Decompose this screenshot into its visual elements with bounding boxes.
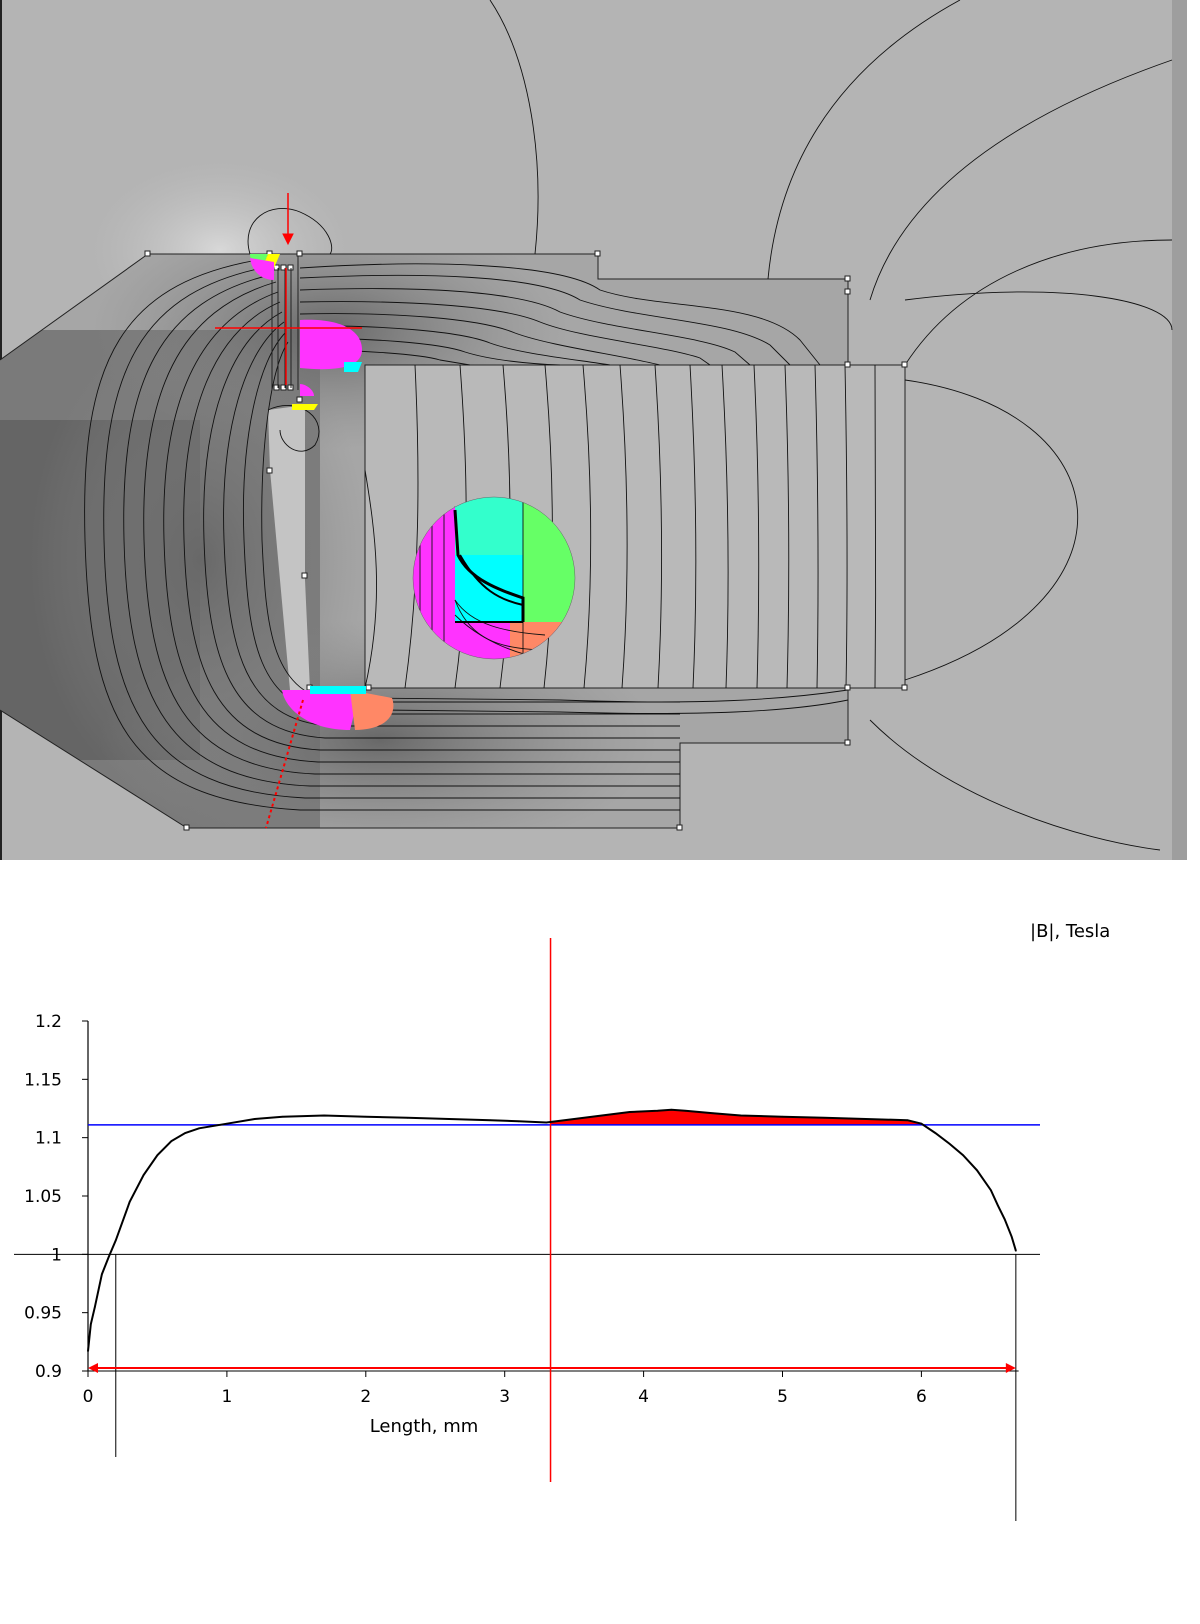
curve-point xyxy=(865,1118,867,1120)
curve-point xyxy=(89,1323,92,1326)
curve-point xyxy=(128,1201,131,1203)
curve-point xyxy=(281,1115,284,1118)
center-pole-outline xyxy=(364,364,906,689)
curve-point xyxy=(142,1174,145,1176)
right-border-gray xyxy=(1172,0,1187,860)
y-tick-label: 1.15 xyxy=(24,1070,62,1090)
curve-point xyxy=(962,1154,964,1156)
y-tick-label: 0.9 xyxy=(35,1362,62,1382)
saturation-regions xyxy=(250,254,394,730)
curve-point xyxy=(1010,1236,1013,1238)
curve-point xyxy=(920,1122,923,1125)
curve-point xyxy=(573,1118,575,1120)
x-tick-label: 3 xyxy=(499,1387,510,1407)
curve-point xyxy=(156,1154,159,1156)
curve-point xyxy=(545,1121,548,1124)
curve-point xyxy=(684,1110,687,1112)
b-field-plot: 0.9 0.95 1 1.05 1.1 1.15 1.2 0 1 2 3 4 5 6 |B|, Tesla… xyxy=(14,921,1110,1521)
curve-point xyxy=(198,1127,200,1130)
x-tick-label: 1 xyxy=(221,1387,232,1407)
curve-point xyxy=(365,1115,367,1118)
curve-point xyxy=(448,1118,450,1120)
y-tick-label: 1.1 xyxy=(35,1129,62,1149)
curve-point xyxy=(740,1114,742,1117)
curve-point xyxy=(823,1117,825,1119)
x-tick-label: 6 xyxy=(916,1387,927,1407)
curve-point xyxy=(996,1204,999,1207)
geometry-outline xyxy=(0,253,849,829)
curve-point xyxy=(490,1119,492,1121)
curve-point xyxy=(1003,1218,1006,1221)
y-tick-label: 0.95 xyxy=(24,1304,62,1324)
curve-point xyxy=(934,1132,937,1134)
b-field-curve xyxy=(87,1108,1017,1352)
notch-cavity xyxy=(268,405,310,690)
curve-point xyxy=(406,1117,409,1119)
curve-point xyxy=(601,1114,603,1117)
field-simulation-view xyxy=(0,0,1187,860)
curve-point xyxy=(990,1189,992,1191)
x-tick-label: 5 xyxy=(777,1387,788,1407)
y-tick-label: 1.2 xyxy=(35,1012,62,1032)
curve-point xyxy=(94,1306,96,1308)
curve-point xyxy=(656,1110,659,1112)
red-markers xyxy=(215,193,362,829)
curve-point xyxy=(101,1273,103,1275)
length-arrow-head-left xyxy=(88,1363,98,1373)
curve-point xyxy=(670,1108,673,1111)
x-tick-label: 0 xyxy=(83,1387,94,1407)
curve-point xyxy=(781,1115,784,1118)
y-axis-title: |B|, Tesla xyxy=(1030,921,1110,942)
curve-point xyxy=(517,1120,520,1123)
curve-point xyxy=(226,1122,228,1125)
curve-point xyxy=(253,1118,256,1120)
x-axis-title: Length, mm xyxy=(370,1416,479,1437)
curve-point xyxy=(184,1132,187,1134)
zoom-inset-border xyxy=(412,496,576,660)
curve-point xyxy=(114,1239,117,1242)
x-tick-label: 2 xyxy=(360,1387,371,1407)
air-contours xyxy=(247,0,1173,851)
curve-point xyxy=(170,1140,173,1142)
curve-point xyxy=(712,1112,714,1114)
y-tick-label: 1 xyxy=(51,1245,62,1265)
curve-point xyxy=(976,1169,978,1172)
excess-area xyxy=(550,1109,922,1125)
y-tick-label: 1.05 xyxy=(24,1187,62,1207)
curve-point xyxy=(906,1119,909,1121)
curve-point xyxy=(628,1111,631,1113)
curve-point xyxy=(108,1255,110,1258)
x-tick-label: 4 xyxy=(638,1387,649,1407)
curve-point xyxy=(948,1142,950,1145)
curve-point xyxy=(323,1114,325,1117)
curve-point xyxy=(1015,1250,1017,1252)
curve-point xyxy=(87,1350,89,1352)
length-arrow-head-right xyxy=(1005,1363,1016,1373)
